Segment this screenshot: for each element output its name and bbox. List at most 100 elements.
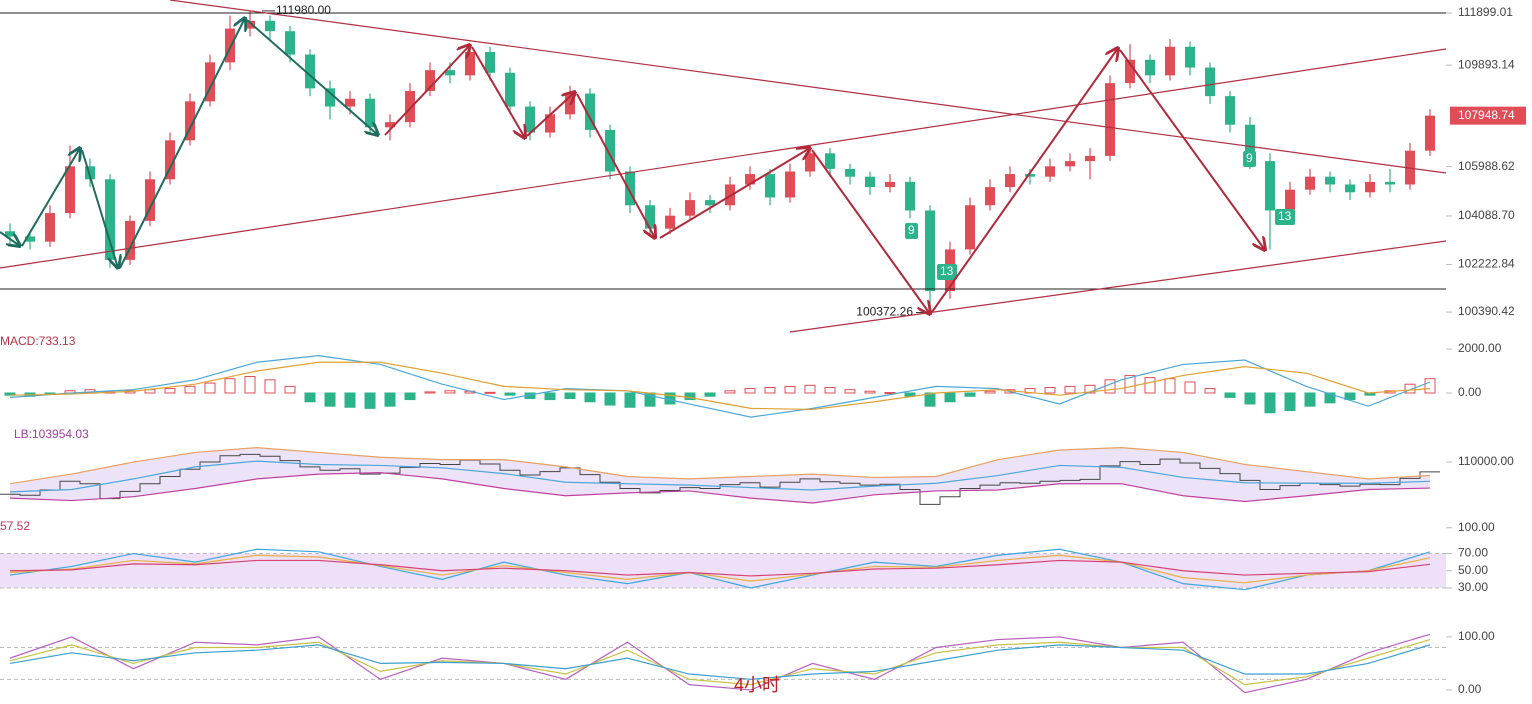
macd-bar: [184, 385, 196, 394]
macd-bar: [1324, 392, 1336, 404]
macd-bar: [684, 392, 696, 401]
candle-body: [45, 213, 55, 242]
y-tick-label: 105988.62: [1458, 159, 1515, 173]
candle-body: [605, 129, 615, 172]
candle-body: [745, 174, 755, 185]
indicator-line: [9, 554, 1431, 584]
candle-body: [465, 51, 475, 76]
macd-bar: [444, 390, 456, 394]
y-tick-label: 100.00: [1458, 520, 1495, 534]
trend-drawings: [0, 0, 1447, 333]
macd-bar: [1184, 381, 1196, 394]
y-tick-label: 50.00: [1458, 563, 1488, 577]
y-tick-label: 70.00: [1458, 546, 1488, 560]
candle-body: [425, 70, 435, 91]
wave-arrow: [526, 92, 575, 137]
candle-body: [645, 205, 655, 229]
rsi-band: [0, 553, 1446, 588]
macd-bar: [764, 386, 776, 394]
macd-bar: [1084, 384, 1096, 394]
indicator-line: [9, 472, 1431, 504]
candle-body: [765, 174, 775, 198]
macd-label: MACD:733.13: [0, 334, 76, 348]
macd-bar: [844, 389, 856, 394]
macd-bar: [1224, 392, 1236, 398]
candle-body: [1245, 124, 1255, 162]
candle-body: [185, 101, 195, 141]
y-tick-label: 111899.01: [1458, 5, 1513, 19]
rsi-label: 57.52: [0, 519, 30, 533]
candle-body: [885, 181, 895, 188]
macd-bar: [504, 392, 516, 396]
candle-body: [1145, 59, 1155, 76]
candle-body: [505, 72, 515, 107]
macd-bar: [884, 392, 896, 395]
candle-body: [585, 93, 595, 130]
td-badge: [937, 264, 957, 280]
candle-body: [785, 171, 795, 198]
indicator-line: [9, 559, 1431, 577]
candle-body: [665, 215, 675, 229]
candle-body: [1045, 166, 1055, 177]
candle-body: [685, 200, 695, 216]
y-tick-label: 109893.14: [1458, 57, 1515, 71]
td-count: 13: [1278, 209, 1292, 223]
indicator-line: [9, 644, 1431, 680]
indicator-line: [9, 638, 1431, 686]
band-fill: [10, 447, 1430, 503]
wave-arrow: [1119, 49, 1265, 250]
macd-bar: [1164, 378, 1176, 394]
macd-bar: [1124, 374, 1136, 394]
y-tick-label: 104088.70: [1458, 208, 1515, 222]
candle-body: [1205, 67, 1215, 97]
candle-body: [405, 90, 415, 123]
candle-body: [345, 98, 355, 107]
high-label: 111980.00: [276, 3, 331, 17]
wave-arrow: [811, 149, 930, 314]
macd-bar: [424, 391, 436, 394]
macd-bar: [404, 392, 416, 401]
macd-bar: [1404, 383, 1416, 394]
candle-body: [125, 220, 135, 260]
macd-bar: [384, 392, 396, 407]
candle-body: [705, 200, 715, 206]
macd-bar: [284, 385, 296, 394]
candle-body: [1225, 96, 1235, 125]
candle-body: [805, 153, 815, 172]
candle-body: [1085, 155, 1095, 162]
candle-body: [845, 168, 855, 177]
indicator-line: [9, 355, 1431, 418]
macd-bar: [324, 392, 336, 407]
candle-body: [625, 171, 635, 206]
wave-arrow: [931, 48, 1118, 313]
macd-bar: [1264, 392, 1276, 414]
candle-body: [305, 54, 315, 89]
macd-bar: [704, 392, 716, 397]
candle-body: [445, 70, 455, 76]
candle-body: [25, 236, 35, 242]
macd-bar: [264, 379, 276, 394]
wave-arrow: [21, 148, 80, 247]
candle-body: [1385, 181, 1395, 185]
macd-bar: [344, 392, 356, 408]
candle-body: [325, 88, 335, 107]
candle-body: [1025, 174, 1035, 177]
candle-body: [1065, 161, 1075, 167]
candle-body: [825, 153, 835, 169]
candle-body: [65, 166, 75, 214]
td-count: 9: [908, 223, 915, 237]
macd-bar: [304, 392, 316, 403]
trend-line: [0, 48, 1447, 269]
candle-body: [205, 62, 215, 102]
macd-bar: [624, 392, 636, 408]
wave-arrow: [471, 46, 525, 138]
macd-bar: [204, 382, 216, 394]
macd-bar: [804, 384, 816, 394]
candle-body: [1005, 174, 1015, 188]
macd-bar: [1044, 386, 1056, 394]
timeframe-label: 4小时: [734, 675, 780, 695]
candle-body: [265, 20, 275, 32]
candle-body: [1305, 176, 1315, 190]
indicator-line: [9, 633, 1431, 694]
td-badge: [1243, 151, 1256, 167]
